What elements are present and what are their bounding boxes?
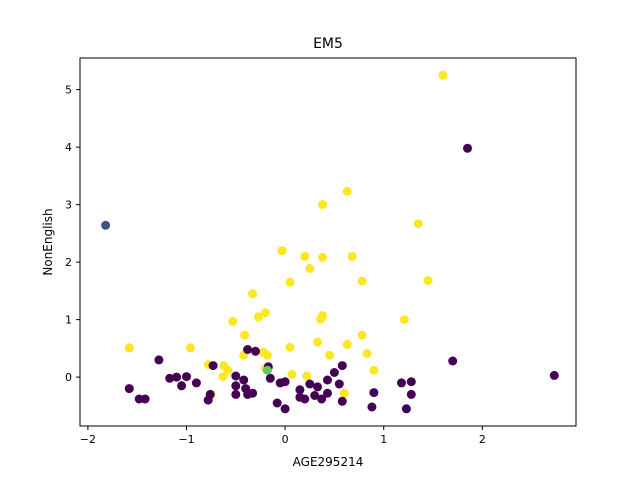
data-point (325, 350, 334, 360)
data-point (172, 372, 182, 382)
data-point (357, 276, 367, 286)
data-point (262, 350, 272, 360)
y-tick-label: 1 (65, 314, 72, 327)
data-point (367, 402, 377, 412)
data-point (251, 346, 260, 356)
data-point (228, 316, 238, 326)
data-point (240, 330, 250, 340)
data-point (423, 276, 433, 285)
data-point (337, 396, 347, 406)
data-point (329, 368, 339, 377)
data-point (248, 289, 258, 299)
x-tick-label: 1 (380, 433, 387, 446)
data-point (262, 365, 272, 375)
data-point (318, 200, 328, 210)
data-point (357, 330, 367, 340)
data-point (342, 186, 352, 196)
data-point (182, 372, 191, 382)
data-point (318, 253, 328, 262)
data-point (280, 377, 290, 387)
x-tick-label: −1 (178, 433, 194, 446)
data-point (438, 70, 448, 80)
y-axis-ticks: 0 1 2 3 4 5 (65, 84, 80, 384)
y-tick-label: 2 (65, 256, 72, 269)
data-point (231, 381, 241, 391)
plot-frame (79, 57, 577, 427)
data-point (231, 389, 241, 399)
data-point (406, 389, 416, 399)
data-point (305, 264, 315, 273)
data-point (399, 315, 409, 325)
data-point (313, 337, 323, 347)
y-tick-label: 4 (65, 141, 72, 154)
data-point (310, 391, 320, 400)
data-point (272, 398, 282, 408)
data-point (295, 385, 305, 395)
data-point (406, 377, 416, 387)
data-point (285, 277, 295, 287)
data-point (223, 365, 233, 375)
data-point (317, 394, 327, 404)
data-point (260, 308, 270, 318)
data-point (300, 251, 310, 261)
y-axis-label: NonEnglish (41, 208, 55, 275)
data-point (239, 375, 249, 385)
data-point (316, 314, 326, 324)
data-point (362, 349, 372, 359)
data-points (101, 70, 559, 414)
data-point (231, 371, 241, 381)
data-point (218, 372, 228, 382)
x-tick-label: −2 (80, 433, 96, 446)
data-point (243, 345, 253, 354)
data-point (285, 342, 295, 352)
data-point (397, 378, 406, 388)
data-point (287, 369, 297, 379)
data-point (140, 394, 150, 404)
data-point (413, 219, 423, 229)
y-tick-label: 3 (65, 199, 72, 212)
data-point (280, 404, 290, 414)
data-point (334, 379, 344, 389)
data-point (208, 361, 218, 371)
data-point (185, 343, 195, 353)
x-axis-ticks: −2 −1 0 1 2 (80, 426, 486, 446)
data-point (339, 388, 349, 398)
data-point (305, 379, 315, 389)
x-tick-label: 2 (479, 433, 486, 446)
data-point (191, 378, 201, 388)
data-point (313, 382, 323, 392)
data-point (323, 375, 332, 385)
data-point (177, 381, 187, 391)
data-point (124, 343, 134, 353)
data-point (302, 371, 312, 381)
data-point (277, 246, 287, 256)
x-axis-label: AGE295214 (293, 455, 364, 469)
data-point (165, 373, 175, 383)
y-tick-label: 0 (65, 371, 72, 384)
data-point (323, 388, 332, 398)
data-point (347, 251, 357, 261)
data-point (342, 339, 352, 349)
data-point (463, 143, 472, 153)
x-tick-label: 0 (282, 433, 289, 446)
data-point (401, 404, 411, 414)
data-point (154, 355, 164, 365)
y-tick-label: 5 (65, 84, 72, 97)
data-point (265, 373, 275, 383)
chart-title: EM5 (313, 36, 343, 52)
data-point (549, 370, 559, 380)
data-point (254, 312, 263, 322)
data-point (369, 365, 379, 375)
data-point (448, 356, 458, 366)
data-point (205, 389, 215, 399)
data-point (337, 361, 347, 371)
data-point (124, 384, 134, 394)
data-point (101, 220, 111, 230)
data-point (300, 394, 310, 404)
data-point (369, 388, 379, 398)
data-point (248, 388, 258, 398)
